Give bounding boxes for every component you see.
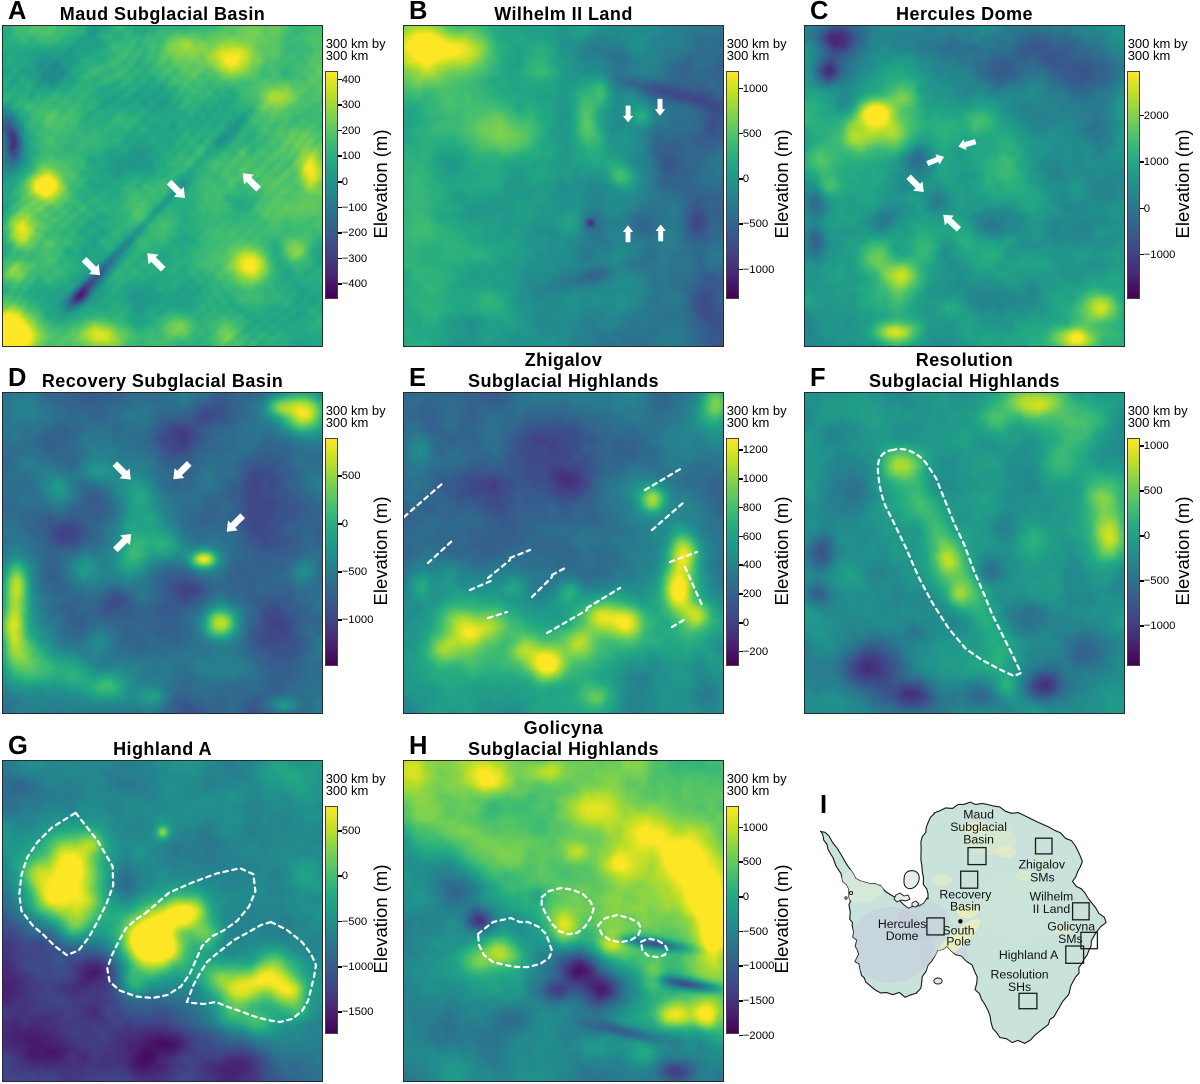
svg-text:Basin: Basin <box>950 900 981 914</box>
svg-text:Subglacial: Subglacial <box>950 820 1007 834</box>
svg-text:Golicyna: Golicyna <box>1047 920 1095 934</box>
svg-text:SHs: SHs <box>1008 980 1031 994</box>
svg-text:Zhigalov: Zhigalov <box>1019 858 1066 872</box>
svg-text:Pole: Pole <box>946 935 971 949</box>
svg-text:II Land: II Land <box>1033 902 1071 916</box>
svg-text:Maud: Maud <box>963 808 994 822</box>
svg-text:Basin: Basin <box>963 833 994 847</box>
svg-text:South: South <box>942 924 974 938</box>
svg-text:Wilhelm: Wilhelm <box>1030 890 1074 904</box>
svg-text:Recovery: Recovery <box>939 888 992 902</box>
svg-text:SMs: SMs <box>1058 932 1083 946</box>
svg-text:Resolution: Resolution <box>991 968 1049 982</box>
svg-text:Highland A: Highland A <box>999 948 1059 962</box>
svg-text:SMs: SMs <box>1030 871 1055 885</box>
svg-text:Dome: Dome <box>886 929 919 943</box>
svg-text:Hercules: Hercules <box>878 917 927 931</box>
